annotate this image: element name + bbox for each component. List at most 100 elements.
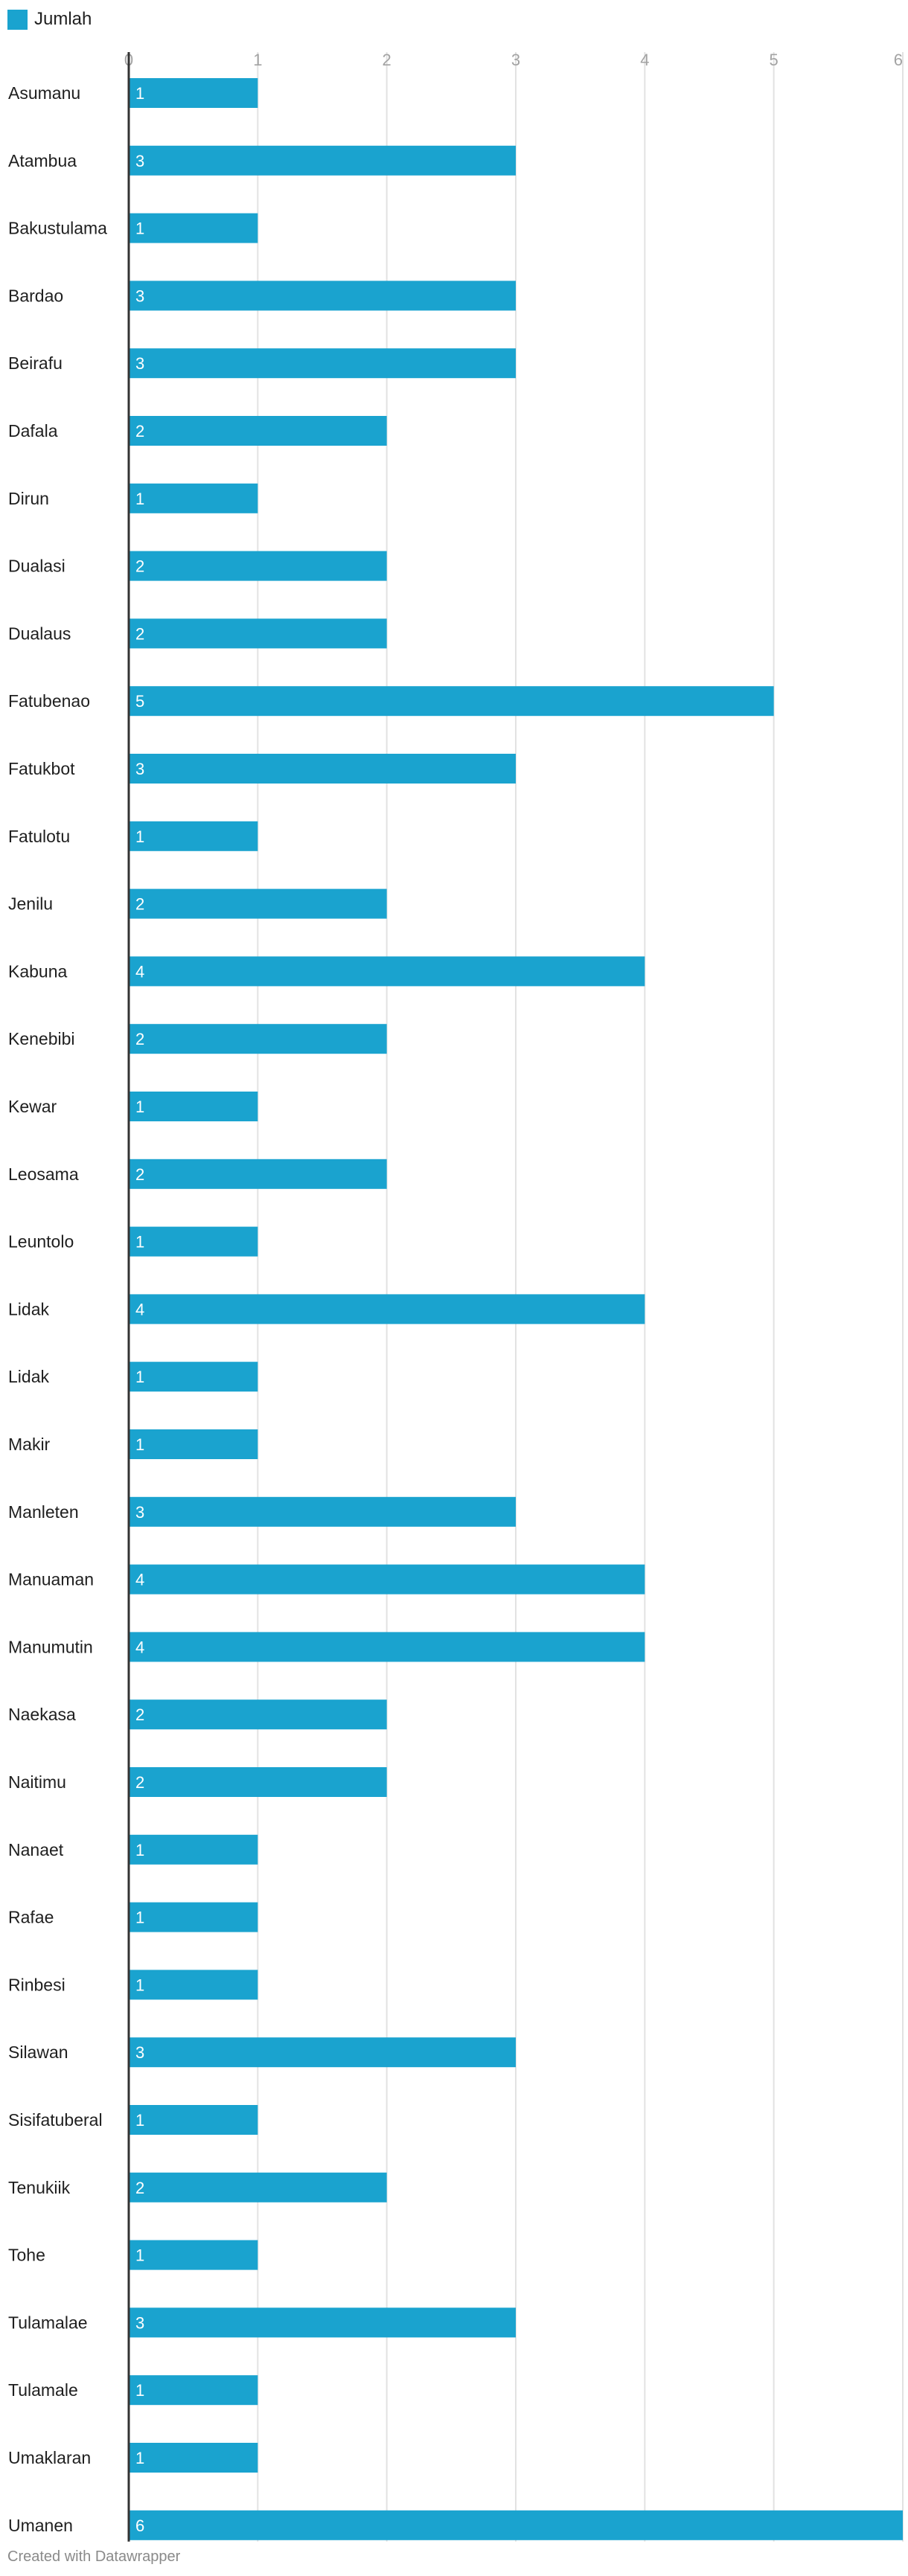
- x-tick-label: 1: [253, 51, 262, 69]
- bar-value-label: 4: [135, 1638, 144, 1656]
- bar-value-label: 1: [135, 1976, 144, 1994]
- bar-value-label: 2: [135, 2179, 144, 2197]
- bar-value-label: 1: [135, 1841, 144, 1859]
- bar: [129, 78, 258, 108]
- x-tick-label: 5: [770, 51, 778, 69]
- bar-value-label: 2: [135, 557, 144, 576]
- bar: [129, 2172, 387, 2202]
- bar-value-label: 4: [135, 1300, 144, 1319]
- category-label: Naitimu: [8, 1772, 66, 1792]
- bar: [129, 1699, 387, 1730]
- bar-value-label: 4: [135, 1571, 144, 1589]
- bar: [129, 2510, 903, 2540]
- bar-value-label: 6: [135, 2516, 144, 2535]
- bar: [129, 145, 516, 176]
- bar-value-label: 3: [135, 2313, 144, 2332]
- bar: [129, 1362, 258, 1392]
- bar: [129, 686, 774, 717]
- bar: [129, 956, 645, 987]
- bar-value-label: 1: [135, 2111, 144, 2130]
- bar: [129, 1496, 516, 1527]
- category-label: Rafae: [8, 1908, 54, 1927]
- category-label: Dirun: [8, 489, 49, 508]
- category-label: Jenilu: [8, 894, 53, 914]
- category-label: Umaklaran: [8, 2448, 91, 2467]
- bar-value-label: 1: [135, 2246, 144, 2265]
- category-label: Dualaus: [8, 624, 71, 643]
- category-label: Tulamale: [8, 2380, 78, 2400]
- x-tick-label: 6: [894, 51, 903, 69]
- bar: [129, 1834, 258, 1865]
- bar-value-label: 3: [135, 286, 144, 305]
- bar-value-label: 2: [135, 1030, 144, 1048]
- category-label: Rinbesi: [8, 1975, 65, 1994]
- category-label: Tohe: [8, 2246, 45, 2265]
- category-label: Asumanu: [8, 83, 80, 103]
- legend-swatch: [7, 10, 28, 30]
- bar: [129, 483, 258, 513]
- bar: [129, 1024, 387, 1054]
- bar-value-label: 1: [135, 490, 144, 508]
- category-label: Atambua: [8, 151, 77, 170]
- bar-value-label: 4: [135, 962, 144, 981]
- bar: [129, 2443, 258, 2473]
- category-label: Tulamalae: [8, 2313, 88, 2332]
- bar: [129, 1092, 258, 1121]
- bar-value-label: 1: [135, 1909, 144, 1927]
- category-label: Sisifatuberal: [8, 2110, 103, 2130]
- bar-value-label: 2: [135, 1705, 144, 1724]
- bar-value-label: 3: [135, 354, 144, 373]
- category-label: Lidak: [8, 1299, 49, 1319]
- credit-text: Created with Datawrapper: [7, 2548, 181, 2565]
- bar-value-label: 3: [135, 2043, 144, 2062]
- bar-value-label: 3: [135, 760, 144, 778]
- category-label: Nanaet: [8, 1840, 64, 1859]
- category-label: Bardao: [8, 286, 63, 305]
- bar-value-label: 2: [135, 422, 144, 440]
- bar: [129, 213, 258, 243]
- category-label: Fatukbot: [8, 759, 75, 778]
- bar-value-label: 1: [135, 1435, 144, 1454]
- bar: [129, 618, 387, 649]
- bar: [129, 2240, 258, 2270]
- category-label: Leosama: [8, 1164, 79, 1184]
- x-tick-label: 2: [383, 51, 391, 69]
- bar-value-label: 1: [135, 220, 144, 238]
- x-tick-label: 3: [511, 51, 520, 69]
- bar-value-label: 2: [135, 895, 144, 914]
- category-label: Lidak: [8, 1367, 49, 1386]
- bar: [129, 1429, 258, 1459]
- bar: [129, 551, 387, 581]
- bar: [129, 1970, 258, 2000]
- bar: [129, 888, 387, 919]
- category-label: Dualasi: [8, 557, 65, 576]
- category-label: Bakustulama: [8, 219, 107, 238]
- category-label: Dafala: [8, 421, 58, 440]
- bar-value-label: 2: [135, 1773, 144, 1792]
- category-label: Manleten: [8, 1502, 79, 1522]
- bar: [129, 416, 387, 446]
- bar: [129, 1226, 258, 1257]
- category-label: Manuaman: [8, 1570, 94, 1589]
- bar: [129, 2037, 516, 2068]
- category-label: Fatulotu: [8, 827, 70, 846]
- bar-value-label: 1: [135, 1368, 144, 1386]
- bar: [129, 2105, 258, 2135]
- bar-value-label: 1: [135, 1233, 144, 1252]
- bar-value-label: 5: [135, 692, 144, 711]
- bar: [129, 348, 516, 379]
- bar-value-label: 1: [135, 2449, 144, 2467]
- category-label: Umanen: [8, 2516, 73, 2535]
- bar: [129, 1294, 645, 1324]
- category-label: Kewar: [8, 1097, 57, 1116]
- bar: [129, 821, 258, 851]
- x-tick-label: 4: [640, 51, 649, 69]
- bar: [129, 2307, 516, 2338]
- bar: [129, 1564, 645, 1595]
- bar: [129, 1767, 387, 1797]
- bar-value-label: 3: [135, 152, 144, 170]
- bar-value-label: 2: [135, 624, 144, 643]
- bar: [129, 2375, 258, 2406]
- category-label: Tenukiik: [8, 2178, 71, 2197]
